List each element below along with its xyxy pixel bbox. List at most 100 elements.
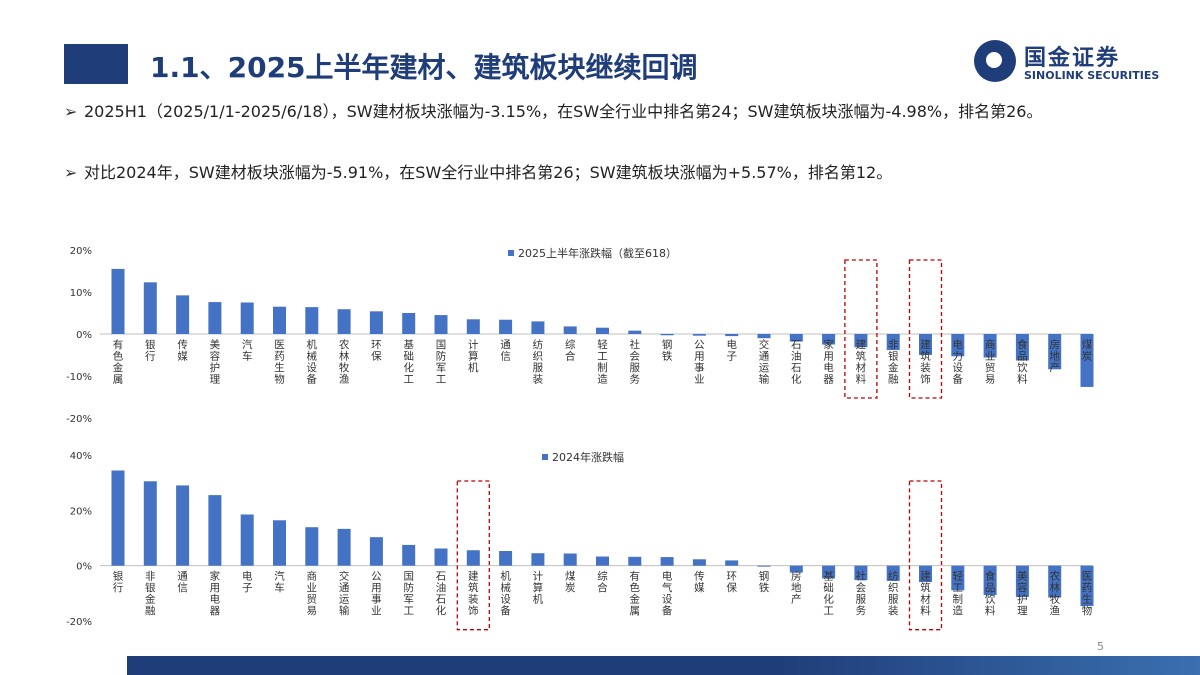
category-label: 石油石化	[436, 571, 447, 618]
bar	[531, 321, 545, 334]
category-label: 计算机	[468, 338, 479, 374]
bullet-text-2: 对比2024年，SW建材板块涨幅为-5.91%，在SW全行业中排名第26；SW建…	[84, 163, 893, 182]
logo-mark-icon	[974, 40, 1016, 82]
bar	[111, 470, 125, 566]
bullet-text-1: 2025H1（2025/1/1-2025/6/18），SW建材板块涨幅为-3.1…	[84, 102, 1043, 121]
category-label: 建筑材料	[920, 570, 931, 618]
bar	[1080, 334, 1094, 387]
logo-chinese-name: 国金证券	[1024, 46, 1121, 71]
bar	[434, 315, 448, 334]
bar	[854, 565, 868, 581]
bar	[854, 334, 868, 348]
bar	[305, 307, 319, 334]
category-label: 石油石化	[791, 339, 802, 386]
category-label: 国防军工	[436, 339, 447, 386]
category-label: 非银金融	[145, 571, 156, 618]
bar	[176, 485, 190, 566]
category-label: 电子	[726, 338, 737, 363]
y-tick-label: 0%	[76, 562, 92, 573]
bar	[692, 334, 706, 336]
bar	[596, 556, 609, 566]
category-label: 医药生物	[1082, 571, 1093, 618]
bar	[369, 537, 383, 566]
bar	[111, 268, 125, 334]
category-label: 传媒	[694, 571, 705, 595]
bar	[499, 551, 513, 566]
bar	[466, 319, 480, 334]
category-label: 机械设备	[307, 338, 318, 386]
page-number: 5	[1097, 640, 1104, 653]
y-tick-label: 10%	[70, 288, 92, 299]
bar	[208, 495, 222, 566]
category-label: 家用电器	[210, 570, 221, 618]
bullet-arrow-icon: ➢	[64, 163, 78, 182]
bar	[789, 334, 803, 342]
bar	[822, 565, 836, 579]
category-label: 综合	[565, 338, 576, 363]
bar	[434, 548, 448, 566]
title-accent-bar	[64, 44, 128, 84]
highlight-box	[908, 259, 943, 399]
bar	[176, 295, 190, 334]
bar	[596, 327, 609, 334]
category-label: 公用事业	[371, 571, 382, 618]
bar	[757, 565, 771, 567]
bar	[402, 544, 416, 566]
category-label: 汽车	[274, 570, 285, 595]
bar	[692, 559, 706, 566]
bar	[660, 557, 674, 566]
bar	[725, 560, 739, 566]
category-label: 纺织服装	[888, 570, 899, 618]
bar	[919, 334, 932, 355]
bar	[1080, 565, 1094, 607]
bar	[305, 527, 319, 566]
category-label: 农林牧渔	[1049, 570, 1060, 618]
bar	[983, 334, 997, 358]
legend-label: 2025上半年涨跌幅（截至618）	[518, 246, 677, 260]
highlight-box	[908, 480, 943, 631]
bar	[886, 565, 900, 581]
bar	[337, 309, 351, 334]
category-label: 食品饮料	[985, 570, 996, 618]
category-label: 建筑装饰	[920, 338, 931, 386]
bar	[273, 520, 286, 566]
bar	[822, 334, 836, 345]
bar	[531, 553, 545, 566]
bar	[951, 334, 965, 357]
category-label: 国防军工	[403, 571, 414, 618]
y-tick-label: -10%	[66, 372, 92, 383]
company-logo: 国金证券 SINOLINK SECURITIES	[974, 40, 1174, 84]
category-label: 建筑装饰	[468, 570, 479, 618]
bar	[499, 319, 513, 334]
bullet-arrow-icon: ➢	[64, 102, 78, 121]
bar	[757, 334, 771, 339]
category-label: 交通运输	[339, 570, 350, 618]
category-label: 公用事业	[694, 339, 705, 386]
legend-swatch	[542, 454, 548, 460]
bullet-item-1: ➢ 2025H1（2025/1/1-2025/6/18），SW建材板块涨幅为-3.…	[64, 100, 1144, 124]
category-label: 美容护理	[1017, 570, 1028, 618]
category-label: 轻工制造	[953, 570, 964, 618]
bar	[402, 313, 416, 334]
category-label: 煤炭	[565, 570, 576, 595]
category-label: 汽车	[242, 338, 253, 363]
legend-label: 2024年涨跌幅	[552, 450, 624, 464]
category-label: 环保	[371, 339, 382, 363]
bar	[208, 302, 222, 334]
bar	[143, 282, 157, 334]
category-label: 通信	[500, 339, 511, 363]
y-tick-label: 0%	[76, 330, 92, 341]
y-tick-label: 20%	[70, 506, 92, 517]
category-label: 综合	[597, 570, 608, 595]
bar	[1048, 334, 1062, 370]
category-label: 农林牧渔	[339, 338, 350, 386]
bar	[337, 528, 351, 566]
bar	[886, 334, 900, 350]
page-title: 1.1、2025上半年建材、建筑板块继续回调	[150, 51, 698, 84]
bar	[983, 565, 997, 595]
bar	[628, 556, 642, 566]
category-label: 环保	[726, 571, 737, 595]
category-label: 纺织服装	[533, 338, 544, 386]
category-label: 交通运输	[759, 338, 770, 386]
bullet-item-2: ➢ 对比2024年，SW建材板块涨幅为-5.91%，在SW全行业中排名第26；SW…	[64, 161, 1144, 185]
